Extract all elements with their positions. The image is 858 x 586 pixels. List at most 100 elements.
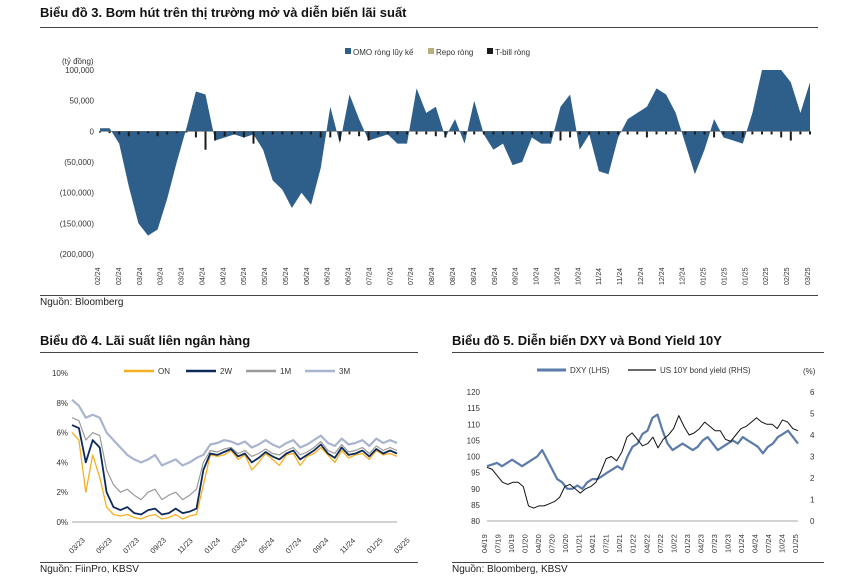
chart4-ytick-label: 8%: [56, 399, 68, 408]
chart3-xtick-label: 08/24: [471, 267, 478, 285]
chart4-xtick-label: 03/24: [230, 536, 250, 556]
chart3-tbill-bar: [732, 131, 735, 135]
chart4-xtick-label: 05/23: [94, 536, 114, 556]
chart5-legend-label-dxy: DXY (LHS): [570, 366, 610, 375]
chart3-xtick-label: 08/24: [429, 267, 436, 285]
chart3-tbill-bar: [204, 131, 207, 150]
chart3-xtick-label: 03/24: [158, 267, 165, 285]
chart5-xtick-label: 10/22: [669, 534, 678, 553]
chart3-xtick-label: 11/24: [596, 268, 603, 285]
chart3-xtick-label: 03/24: [137, 267, 144, 285]
chart3-xtick-label: 08/24: [450, 267, 457, 285]
chart5-dxy-line: [486, 413, 799, 490]
chart3-xtick-label: 09/24: [513, 267, 520, 285]
chart3-xtick-label: 05/24: [283, 267, 290, 285]
chart3-tbill-bar: [530, 131, 533, 135]
chart3-title-rule: [40, 27, 818, 28]
chart3-xtick-label: 01/25: [701, 267, 708, 285]
chart3-tbill-bar: [444, 131, 447, 138]
chart3-tbill-bar: [137, 131, 140, 135]
chart3-xtick-label: 10/24: [554, 267, 561, 285]
chart5-ytick-left-label: 95: [471, 469, 480, 478]
chart3-xtick-label: 02/25: [763, 267, 770, 285]
chart3-tbill-bar: [290, 131, 293, 135]
chart3-ylabel: (tỷ đồng): [62, 57, 94, 66]
chart3-tbill-bar: [693, 131, 696, 135]
chart3-tbill-bar: [607, 131, 610, 135]
chart3-legend-swatch: [345, 48, 351, 54]
chart3-tbill-bar: [358, 131, 361, 137]
chart3-tbill-bar: [406, 131, 408, 135]
chart3-tbill-bar: [540, 131, 543, 135]
chart3-tbill-bar: [281, 131, 284, 135]
chart3-tbill-bar: [770, 131, 773, 135]
chart4-xtick-label: 01/24: [202, 536, 222, 556]
chart3-xtick-label: 12/24: [638, 267, 645, 285]
chart5-xtick-label: 01/23: [683, 534, 692, 553]
chart5-xtick-label: 07/22: [656, 534, 665, 553]
chart5-yield-line: [486, 415, 799, 509]
chart3-tbill-bar: [703, 131, 706, 135]
chart4-title: Biểu đồ 4. Lãi suất liên ngân hàng: [40, 333, 251, 348]
chart3-title: Biểu đồ 3. Bơm hút trên thị trường mở và…: [40, 5, 407, 20]
chart4-xtick-label: 07/23: [121, 536, 141, 556]
chart4-source: Nguồn: FiinPro, KBSV: [40, 564, 139, 575]
chart5-xtick-label: 07/24: [764, 534, 773, 553]
chart5-xtick-label: 10/19: [507, 534, 516, 553]
chart4-ytick-label: 2%: [56, 488, 68, 497]
chart5-xtick-label: 01/24: [737, 534, 746, 553]
chart4-legend-label: 3M: [339, 367, 350, 376]
chart4-xtick-label: 01/25: [365, 536, 385, 556]
chart3-tbill-bar: [463, 131, 466, 135]
chart4-ytick-label: 10%: [52, 369, 68, 378]
chart3-tbill-bar: [809, 131, 811, 135]
chart3-xtick-label: 03/24: [179, 267, 186, 285]
chart3-tbill-bar: [166, 131, 169, 135]
chart4-xtick-label: 07/24: [284, 536, 304, 556]
chart3-tbill-bar: [713, 131, 716, 138]
chart3-tbill-bar: [578, 131, 581, 135]
chart3-xtick-label: 07/24: [387, 267, 394, 285]
chart3-tbill-bar: [99, 131, 101, 133]
chart3-tbill-bar: [396, 131, 399, 135]
chart3-tbill-bar: [588, 131, 591, 135]
chart3-tbill-bar: [492, 131, 495, 135]
chart5-xtick-label: 07/19: [494, 534, 503, 553]
chart4-xtick-label: 05/24: [257, 536, 277, 556]
chart3-xtick-label: 06/24: [304, 267, 311, 285]
chart3-tbill-bar: [665, 131, 668, 135]
chart3-tbill-bar: [233, 131, 236, 135]
chart4-legend-label: 2W: [220, 367, 232, 376]
chart3-xtick-label: 05/24: [241, 267, 248, 285]
chart3-tbill-bar: [569, 131, 572, 138]
chart5-ytick-left-label: 80: [471, 517, 480, 526]
chart5-title-rule: [452, 352, 824, 353]
chart3-legend-swatch: [428, 48, 434, 54]
chart3-xtick-label: 11/24: [617, 268, 624, 285]
chart4-series-line-3m: [71, 398, 398, 467]
chart3-tbill-bar: [310, 131, 313, 135]
chart3-xtick-label: 10/24: [534, 267, 541, 285]
chart5-xtick-label: 10/23: [723, 534, 732, 553]
chart3-ytick-label: 50,000: [70, 97, 95, 106]
chart3-legend-label: Repo ròng: [436, 48, 473, 57]
chart3-tbill-bar: [454, 131, 456, 135]
chart5-xtick-label: 04/19: [480, 534, 489, 553]
chart5-xtick-label: 10/24: [777, 534, 786, 553]
chart3-tbill-bar: [511, 131, 514, 135]
chart3-ytick-label: (100,000): [60, 189, 95, 198]
chart3-tbill-bar: [147, 131, 149, 134]
chart3-tbill-bar: [559, 131, 562, 141]
chart5-xtick-label: 04/22: [642, 534, 651, 553]
chart3-tbill-bar: [300, 131, 303, 135]
chart5-ytick-right-label: 1: [810, 496, 815, 505]
chart3-ytick-label: 0: [90, 127, 95, 136]
chart5-title: Biểu đồ 5. Diễn biến DXY và Bond Yield 1…: [452, 333, 722, 348]
chart3-tbill-bar: [242, 131, 245, 138]
chart3-tbill-bar: [473, 131, 476, 135]
chart3-omo-area: [100, 70, 810, 236]
chart5-ytick-left-label: 110: [467, 420, 480, 429]
chart3-xtick-label: 12/24: [659, 267, 666, 285]
chart5-xtick-label: 04/23: [696, 534, 705, 553]
chart5-ytick-left-label: 115: [467, 404, 480, 413]
